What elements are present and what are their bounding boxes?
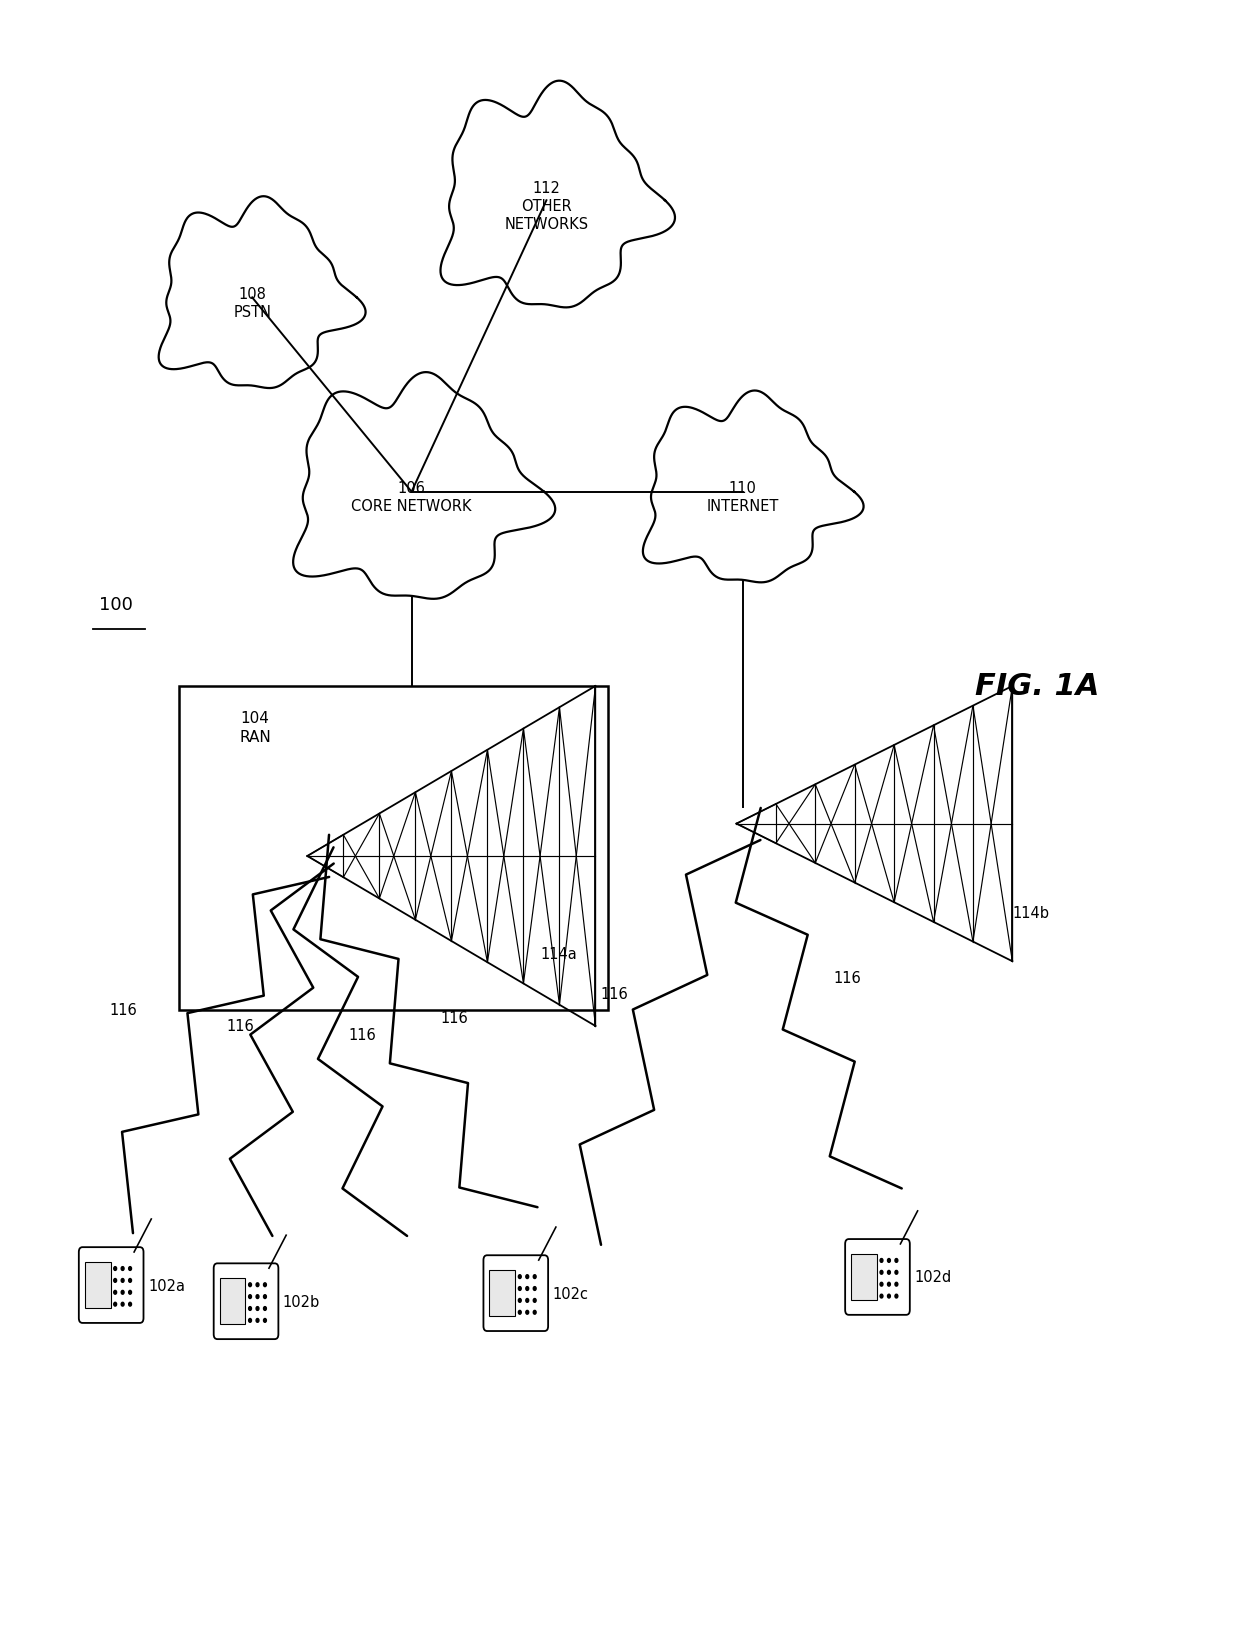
- Circle shape: [129, 1279, 131, 1283]
- Circle shape: [880, 1258, 883, 1263]
- Text: 102d: 102d: [914, 1270, 951, 1284]
- Text: 110
INTERNET: 110 INTERNET: [707, 481, 779, 514]
- Circle shape: [264, 1283, 267, 1286]
- Circle shape: [114, 1279, 117, 1283]
- Text: 116: 116: [600, 986, 627, 1002]
- Bar: [490, 1270, 515, 1317]
- Text: 116: 116: [833, 971, 861, 986]
- Text: 104
RAN: 104 RAN: [239, 712, 272, 744]
- Circle shape: [895, 1283, 898, 1286]
- Circle shape: [248, 1283, 252, 1286]
- Circle shape: [518, 1275, 521, 1279]
- Circle shape: [518, 1288, 521, 1291]
- Circle shape: [129, 1302, 131, 1306]
- FancyBboxPatch shape: [846, 1239, 910, 1315]
- Text: 116: 116: [109, 1002, 138, 1018]
- Circle shape: [248, 1294, 252, 1299]
- Text: 102c: 102c: [553, 1286, 589, 1301]
- Circle shape: [264, 1307, 267, 1310]
- Circle shape: [114, 1266, 117, 1271]
- Circle shape: [518, 1299, 521, 1302]
- Text: 102a: 102a: [148, 1278, 185, 1293]
- Text: 106
CORE NETWORK: 106 CORE NETWORK: [351, 481, 471, 514]
- Circle shape: [888, 1294, 890, 1297]
- Circle shape: [526, 1310, 528, 1314]
- Text: FIG. 1A: FIG. 1A: [975, 672, 1099, 702]
- Circle shape: [895, 1258, 898, 1263]
- Text: 116: 116: [226, 1018, 254, 1033]
- Circle shape: [264, 1319, 267, 1322]
- Circle shape: [888, 1271, 890, 1275]
- Circle shape: [895, 1271, 898, 1275]
- Circle shape: [114, 1291, 117, 1294]
- Circle shape: [122, 1291, 124, 1294]
- Circle shape: [526, 1288, 528, 1291]
- Circle shape: [533, 1299, 536, 1302]
- FancyBboxPatch shape: [79, 1247, 144, 1324]
- Text: 108
PSTN: 108 PSTN: [233, 287, 272, 320]
- Circle shape: [888, 1283, 890, 1286]
- Text: 100: 100: [99, 596, 133, 614]
- Circle shape: [264, 1294, 267, 1299]
- Bar: [84, 1262, 110, 1309]
- Circle shape: [533, 1288, 536, 1291]
- Circle shape: [129, 1266, 131, 1271]
- Text: 114a: 114a: [541, 947, 577, 961]
- Circle shape: [129, 1291, 131, 1294]
- Circle shape: [114, 1302, 117, 1306]
- Circle shape: [122, 1302, 124, 1306]
- Circle shape: [518, 1310, 521, 1314]
- Circle shape: [895, 1294, 898, 1297]
- Circle shape: [122, 1266, 124, 1271]
- Circle shape: [880, 1271, 883, 1275]
- Circle shape: [122, 1279, 124, 1283]
- Circle shape: [533, 1275, 536, 1279]
- Circle shape: [248, 1319, 252, 1322]
- Text: 114b: 114b: [1012, 906, 1049, 920]
- Circle shape: [257, 1319, 259, 1322]
- Circle shape: [880, 1294, 883, 1297]
- Circle shape: [526, 1299, 528, 1302]
- Circle shape: [257, 1307, 259, 1310]
- Bar: [851, 1253, 877, 1301]
- Circle shape: [257, 1283, 259, 1286]
- Circle shape: [533, 1310, 536, 1314]
- FancyBboxPatch shape: [484, 1255, 548, 1332]
- Bar: [179, 687, 608, 1010]
- Circle shape: [888, 1258, 890, 1263]
- Text: 116: 116: [440, 1010, 469, 1027]
- FancyBboxPatch shape: [213, 1263, 278, 1340]
- Circle shape: [257, 1294, 259, 1299]
- Circle shape: [880, 1283, 883, 1286]
- Text: 112
OTHER
NETWORKS: 112 OTHER NETWORKS: [505, 181, 589, 232]
- Circle shape: [526, 1275, 528, 1279]
- Text: 102b: 102b: [283, 1294, 320, 1309]
- Text: 116: 116: [348, 1027, 377, 1041]
- Circle shape: [248, 1307, 252, 1310]
- Bar: [219, 1278, 246, 1325]
